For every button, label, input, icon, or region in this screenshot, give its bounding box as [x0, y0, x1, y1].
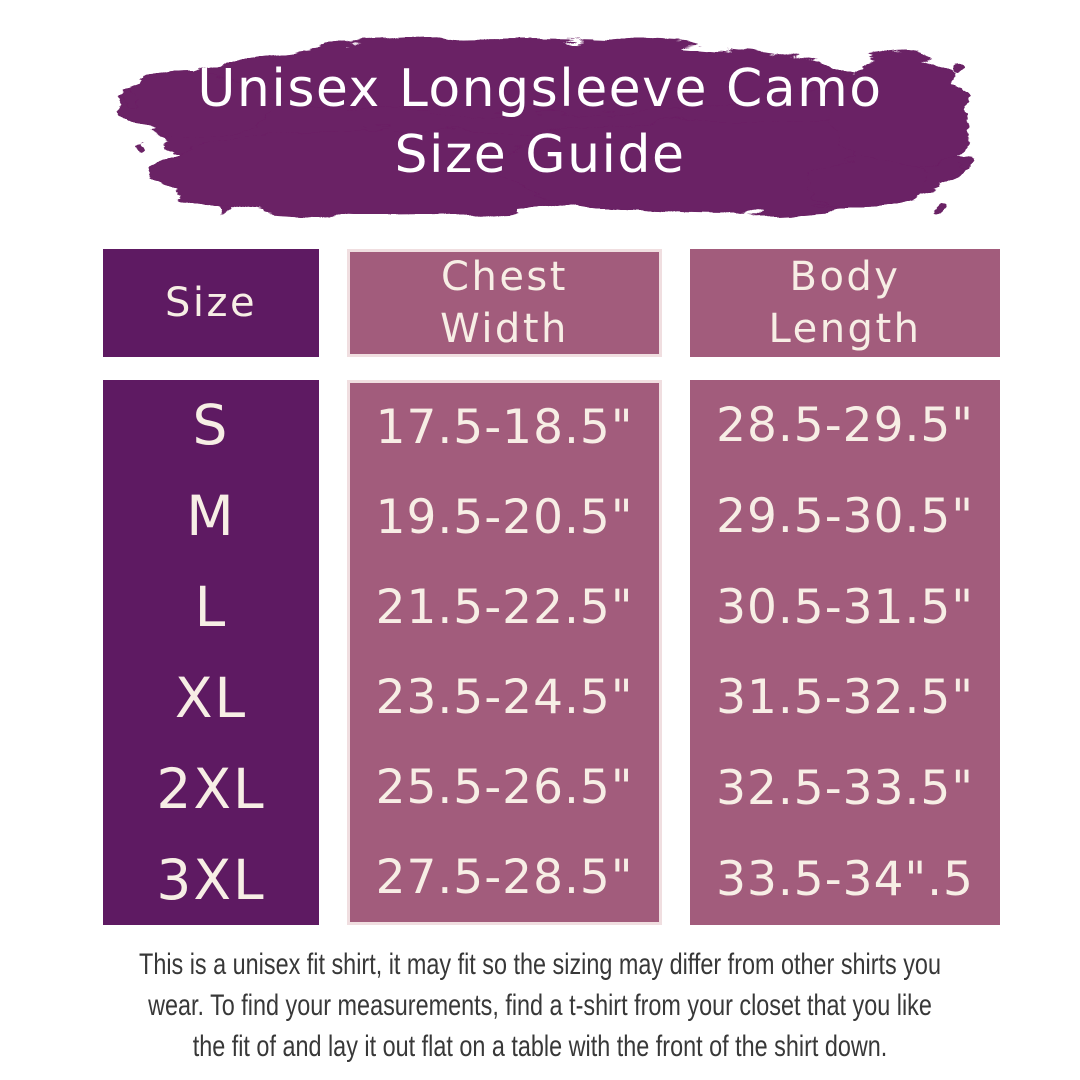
- chest-width-cell: 17.5-18.5": [375, 400, 634, 456]
- body-length-column-body: 28.5-29.5" 29.5-30.5" 30.5-31.5" 31.5-32…: [690, 380, 1000, 925]
- brush-stroke-graphic: [117, 38, 970, 218]
- fit-note: This is a unisex fit shirt, it may fit s…: [139, 948, 941, 1064]
- chest-width-cell: 27.5-28.5": [375, 849, 634, 905]
- size-cell: M: [186, 484, 236, 549]
- chest-width-column-header: Chest Width: [347, 249, 662, 357]
- body-length-column: Body Length 28.5-29.5" 29.5-30.5" 30.5-3…: [690, 249, 1000, 925]
- page-title-line-1: Unisex Longsleeve Camo: [197, 59, 883, 119]
- body-length-cell: 28.5-29.5": [716, 397, 974, 453]
- page-title: Unisex Longsleeve Camo Size Guide: [100, 56, 980, 188]
- chest-width-cell: 21.5-22.5": [375, 580, 634, 636]
- body-length-cell: 29.5-30.5": [716, 488, 974, 544]
- size-cell: 2XL: [156, 756, 266, 821]
- body-length-cell: 30.5-31.5": [716, 579, 974, 635]
- size-cell: S: [192, 393, 230, 458]
- size-column-header: Size: [103, 249, 319, 357]
- chest-width-cell: 23.5-24.5": [375, 669, 634, 725]
- body-length-cell: 32.5-33.5": [716, 761, 974, 817]
- body-length-cell: 33.5-34".5: [716, 852, 974, 908]
- chest-width-column: Chest Width 17.5-18.5" 19.5-20.5" 21.5-2…: [347, 249, 662, 925]
- size-cell: L: [194, 575, 228, 640]
- chest-width-cell: 25.5-26.5": [375, 759, 634, 815]
- chest-width-cell: 19.5-20.5": [375, 490, 634, 546]
- body-length-column-header: Body Length: [690, 249, 1000, 357]
- header-banner: Unisex Longsleeve Camo Size Guide: [100, 12, 980, 240]
- size-table: Size S M L XL 2XL 3XL Chest Width 17.5-1…: [103, 249, 1000, 925]
- size-column: Size S M L XL 2XL 3XL: [103, 249, 319, 925]
- size-column-body: S M L XL 2XL 3XL: [103, 380, 319, 925]
- size-cell: 3XL: [156, 847, 266, 912]
- size-cell: XL: [174, 665, 248, 730]
- page-title-line-2: Size Guide: [394, 125, 686, 186]
- chest-width-column-body: 17.5-18.5" 19.5-20.5" 21.5-22.5" 23.5-24…: [347, 380, 662, 925]
- body-length-cell: 31.5-32.5": [716, 670, 974, 726]
